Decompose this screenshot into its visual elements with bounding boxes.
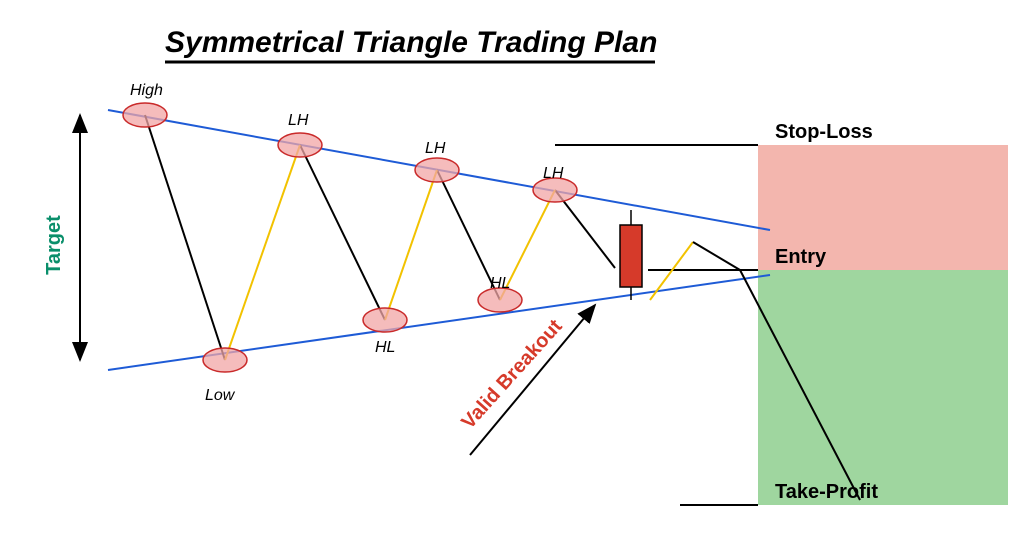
pivot-ellipse (415, 158, 459, 182)
pivot-label: HL (490, 275, 510, 292)
pivot-label: LH (288, 112, 309, 129)
breakout-arrow (470, 305, 595, 455)
pivot-label: Low (205, 387, 236, 404)
pivot-ellipse (278, 133, 322, 157)
pivot-label: HL (375, 339, 395, 356)
diagram-title: Symmetrical Triangle Trading Plan (165, 26, 657, 59)
stoploss-label: Stop-Loss (775, 121, 873, 143)
takeprofit-zone (758, 270, 1008, 505)
pivot-ellipse (123, 103, 167, 127)
pivot-ellipse (203, 348, 247, 372)
breakout-candle-body (620, 225, 642, 287)
pivot-label: LH (425, 140, 446, 157)
entry-label: Entry (775, 246, 827, 268)
takeprofit-label: Take-Profit (775, 481, 878, 503)
trading-plan-diagram: Symmetrical Triangle Trading Plan High Lo… (0, 0, 1024, 548)
target-label: Target (43, 215, 65, 275)
pivot-label: LH (543, 165, 564, 182)
pivot-points: High Low LH HL LH HL LH (123, 82, 577, 404)
pivot-ellipse (363, 308, 407, 332)
pivot-label: High (130, 82, 163, 99)
breakout-label: Valid Breakout (457, 315, 567, 433)
